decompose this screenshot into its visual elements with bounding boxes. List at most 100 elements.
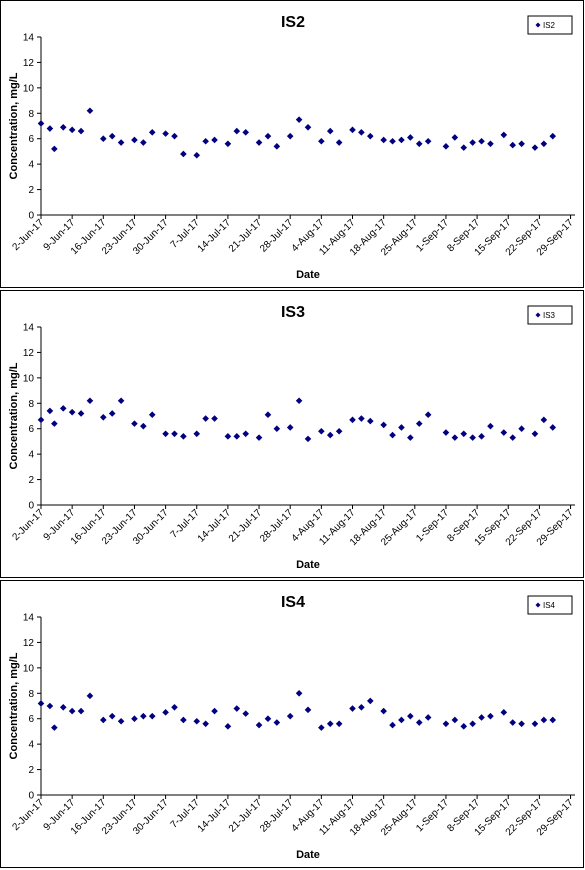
- data-point: [140, 422, 147, 430]
- data-point: [86, 692, 94, 700]
- data-point: [469, 434, 476, 441]
- data-point: [264, 132, 272, 140]
- data-point: [358, 703, 365, 711]
- data-point: [140, 712, 147, 720]
- y-tick-label: 12: [23, 638, 35, 649]
- data-point: [59, 703, 67, 711]
- data-point: [304, 706, 312, 714]
- data-point: [540, 716, 548, 724]
- data-point: [46, 407, 54, 415]
- y-tick-label: 2: [28, 765, 34, 776]
- chart-title: IS4: [281, 594, 305, 611]
- chart-panel-is2: IS2 0 2 4 6 8 10 12 14 2-Jun-17 9-Jun-17 16-Jun-17 2…: [0, 0, 584, 288]
- data-point: [487, 712, 494, 720]
- data-point: [286, 712, 294, 720]
- y-tick-label: 2: [28, 185, 34, 196]
- data-point: [180, 150, 187, 158]
- data-point: [202, 137, 209, 145]
- y-tick-label: 8: [28, 399, 34, 410]
- chart-is3: IS3024681012142-Jun-179-Jun-1716-Jun-172…: [8, 304, 576, 571]
- x-tick-label: 28-Jul-17: [258, 797, 296, 835]
- x-tick-label: 2-Jun-17: [10, 217, 46, 253]
- data-point: [148, 411, 156, 419]
- data-point: [59, 123, 67, 131]
- x-tick-label: 28-Jul-17: [258, 507, 296, 545]
- y-tick-label: 10: [23, 663, 35, 674]
- data-point: [518, 720, 525, 728]
- data-point: [424, 411, 432, 419]
- x-axis-title: Date: [296, 849, 320, 861]
- data-point: [224, 140, 232, 148]
- y-tick-label: 8: [28, 109, 34, 120]
- x-tick-label: 28-Jul-17: [258, 217, 296, 255]
- data-point: [500, 429, 508, 436]
- data-point: [398, 716, 405, 724]
- y-tick-label: 0: [28, 211, 34, 222]
- data-point: [318, 427, 325, 435]
- data-point: [424, 137, 432, 145]
- data-point: [286, 424, 294, 431]
- y-tick-label: 6: [28, 714, 34, 725]
- data-point: [117, 717, 125, 725]
- data-point: [451, 434, 459, 441]
- data-point: [407, 434, 414, 441]
- data-point: [171, 430, 178, 438]
- legend-label: IS3: [543, 311, 556, 320]
- y-axis-title: Concentration, mg/L: [8, 652, 20, 759]
- legend: IS2: [527, 15, 573, 35]
- data-point: [460, 430, 468, 438]
- data-point: [335, 720, 343, 728]
- data-point: [500, 131, 508, 139]
- data-point: [389, 721, 396, 729]
- y-axis-title: Concentration, mg/L: [8, 362, 20, 469]
- data-point: [51, 420, 58, 427]
- y-tick-label: 4: [28, 160, 34, 171]
- x-tick-label: 2-Jun-17: [10, 507, 46, 543]
- y-tick-label: 0: [28, 791, 34, 802]
- data-point: [304, 435, 312, 443]
- data-point: [193, 717, 201, 725]
- data-point: [108, 132, 116, 140]
- data-point: [415, 140, 423, 148]
- data-point: [255, 721, 263, 729]
- data-point: [202, 720, 209, 728]
- y-tick-label: 14: [23, 323, 35, 334]
- data-point: [451, 134, 459, 141]
- y-tick-label: 0: [28, 501, 34, 512]
- data-point: [407, 134, 414, 141]
- data-point: [304, 123, 312, 131]
- data-point: [51, 724, 58, 731]
- data-point: [255, 434, 263, 441]
- data-point: [77, 410, 85, 417]
- data-point: [295, 397, 303, 405]
- data-point: [389, 137, 396, 145]
- chart-panel-is3: IS3 0 2 4 6 8 10 12 14 2-Jun-17 9-Jun-17 16-Jun-17 2…: [0, 290, 584, 578]
- data-point: [398, 424, 405, 431]
- data-point: [460, 723, 468, 730]
- data-point: [380, 707, 387, 715]
- data-point: [478, 137, 485, 145]
- data-point: [46, 702, 54, 710]
- data-point: [549, 132, 557, 140]
- data-point: [478, 714, 485, 721]
- data-point: [295, 116, 303, 123]
- legend: IS4: [527, 595, 573, 615]
- data-point: [117, 397, 125, 405]
- data-point: [180, 716, 187, 724]
- data-point: [286, 132, 294, 140]
- data-point: [131, 715, 138, 723]
- legend-marker: [535, 22, 541, 28]
- data-point: [162, 130, 169, 137]
- data-point: [108, 712, 116, 720]
- data-point: [424, 714, 432, 721]
- legend-marker: [535, 312, 541, 318]
- data-point: [509, 719, 516, 726]
- x-tick-label: 1-Sep-17: [414, 797, 451, 834]
- x-tick-label: 2-Jun-17: [10, 797, 46, 833]
- data-point: [86, 397, 94, 405]
- data-point: [349, 416, 356, 424]
- y-tick-label: 6: [28, 424, 34, 435]
- data-point: [100, 135, 107, 143]
- data-point: [349, 705, 356, 712]
